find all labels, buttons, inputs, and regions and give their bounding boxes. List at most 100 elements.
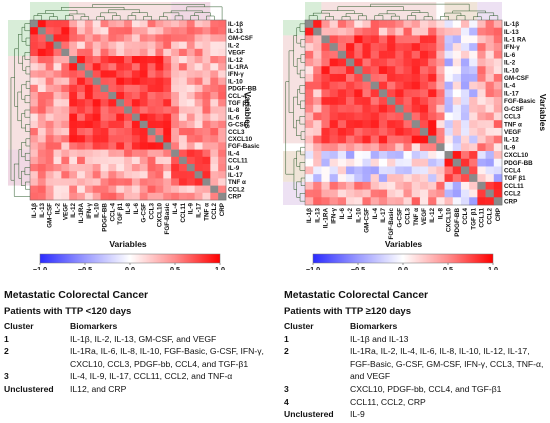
heatmap-cell bbox=[370, 174, 380, 183]
heatmap-cell bbox=[171, 156, 180, 165]
heatmap-cell bbox=[436, 166, 445, 175]
heatmap-cell bbox=[77, 63, 86, 71]
heatmap-cell bbox=[163, 77, 172, 86]
heatmap-cell bbox=[69, 113, 78, 122]
heatmap-cell bbox=[147, 106, 156, 114]
row-label: CRP bbox=[228, 194, 241, 201]
col-label: IL-8 bbox=[437, 208, 444, 220]
heatmap-cell bbox=[210, 106, 219, 114]
heatmap-cell bbox=[124, 70, 133, 78]
heatmap-cell bbox=[131, 27, 141, 35]
heatmap-cell bbox=[354, 166, 363, 175]
heatmap-cell bbox=[428, 35, 437, 44]
dendrogram-left-branch bbox=[24, 152, 30, 161]
heatmap-cell bbox=[30, 84, 39, 93]
dendrogram-left-branch bbox=[300, 177, 305, 186]
heatmap-cell bbox=[116, 34, 125, 42]
heatmap-cell bbox=[77, 84, 86, 93]
heatmap-cell bbox=[108, 164, 117, 172]
heatmap-cell bbox=[460, 189, 470, 198]
heatmap-cell bbox=[444, 89, 454, 98]
heatmap-cell bbox=[403, 89, 413, 98]
heatmap-cell bbox=[337, 35, 347, 44]
heatmap-cell bbox=[218, 56, 227, 64]
heatmap-cell bbox=[305, 112, 314, 121]
heatmap-cell bbox=[147, 128, 156, 136]
heatmap-cell bbox=[116, 70, 125, 78]
heatmap-cell bbox=[370, 27, 380, 36]
row-label: IL-6 bbox=[504, 52, 516, 59]
heatmap-cell bbox=[116, 120, 125, 129]
heatmap-cell bbox=[37, 106, 46, 114]
heatmap-cell bbox=[139, 142, 148, 150]
heatmap-cell bbox=[370, 135, 380, 144]
dendrogram-left-branch bbox=[296, 181, 302, 198]
heatmap-figure: IL-1βIL-13GM-CSFIL-2VEGFIL-12IL-1RAIFN-γ… bbox=[8, 2, 548, 270]
heatmap-cell bbox=[210, 178, 219, 186]
row-label: IL-6 bbox=[228, 114, 240, 121]
heatmap-cell bbox=[45, 27, 54, 35]
heatmap-cell bbox=[108, 84, 117, 93]
heatmap-cell bbox=[155, 149, 164, 158]
heatmap-cell bbox=[116, 178, 125, 186]
cluster-biomarkers: IL-4, IL-9, IL-17, CCL11, CCL2, and TNF-… bbox=[70, 371, 233, 382]
heatmap-cell bbox=[436, 89, 445, 98]
row-label: TNF α bbox=[504, 121, 522, 128]
heatmap-cell bbox=[362, 43, 371, 52]
heatmap-cell bbox=[493, 197, 503, 206]
heatmap-cell bbox=[202, 171, 211, 179]
heatmap-cell bbox=[329, 158, 339, 167]
heatmap-cell bbox=[37, 77, 46, 86]
heatmap-cell bbox=[436, 143, 445, 152]
heatmap-cell bbox=[202, 34, 211, 42]
heatmap-cell bbox=[428, 197, 437, 206]
heatmap-cell bbox=[84, 84, 94, 93]
heatmap-cell bbox=[387, 181, 396, 190]
heatmap-cell bbox=[163, 149, 172, 158]
heatmap-cell bbox=[163, 63, 172, 71]
heatmap-cell bbox=[163, 171, 172, 179]
heatmap-cell bbox=[147, 120, 156, 129]
heatmap-cell bbox=[202, 63, 211, 71]
heatmap-cell bbox=[108, 70, 117, 78]
heatmap-cell bbox=[30, 128, 39, 136]
heatmap-cell bbox=[178, 106, 188, 114]
heatmap-cell bbox=[155, 20, 164, 28]
heatmap-cell bbox=[337, 20, 347, 29]
heatmap-cell bbox=[321, 127, 330, 136]
heatmap-cell bbox=[477, 104, 486, 113]
row-label: G-CSF bbox=[228, 122, 248, 129]
heatmap-cell bbox=[202, 27, 211, 35]
col-label: PDGF-BB bbox=[101, 203, 108, 232]
heatmap-cell bbox=[45, 84, 54, 93]
heatmap-cell bbox=[452, 66, 462, 75]
heatmap-cell bbox=[419, 143, 429, 152]
heatmap-cell bbox=[30, 77, 39, 86]
heatmap-cell bbox=[77, 70, 86, 78]
heatmap-cell bbox=[362, 97, 371, 106]
heatmap-cell bbox=[444, 66, 454, 75]
heatmap-cell bbox=[395, 174, 404, 183]
heatmap-cell bbox=[218, 20, 227, 28]
heatmap-cell bbox=[53, 70, 62, 78]
heatmap-cell bbox=[387, 112, 396, 121]
heatmap-cell bbox=[411, 43, 421, 52]
heatmap-cell bbox=[69, 70, 78, 78]
heatmap-cell bbox=[124, 142, 133, 150]
heatmap-cell bbox=[194, 164, 203, 172]
heatmap-cell bbox=[485, 143, 495, 152]
heatmap-cell bbox=[171, 178, 180, 186]
heatmap-cell bbox=[329, 97, 339, 106]
col-label: IL-13 bbox=[314, 208, 321, 223]
heatmap-cell bbox=[444, 58, 454, 67]
heatmap-cell bbox=[53, 192, 62, 201]
heatmap-cell bbox=[100, 135, 109, 143]
heatmap-cell bbox=[139, 63, 148, 71]
heatmap-cell bbox=[493, 20, 503, 29]
heatmap-cell bbox=[485, 58, 495, 67]
heatmap-cell bbox=[45, 142, 54, 150]
left-title: Metastatic Colorectal Cancer bbox=[4, 289, 149, 301]
heatmap-cell bbox=[210, 92, 219, 100]
row-label: TGF β1 bbox=[228, 100, 250, 107]
heatmap-cell bbox=[419, 97, 429, 106]
